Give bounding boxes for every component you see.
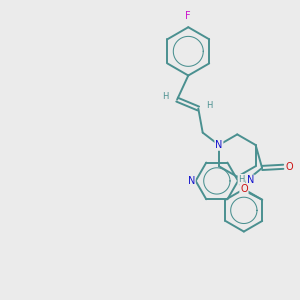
- Text: H: H: [163, 92, 169, 101]
- Text: F: F: [185, 11, 191, 21]
- Text: N: N: [247, 175, 254, 185]
- Text: N: N: [188, 176, 195, 186]
- Text: N: N: [215, 140, 223, 150]
- Text: O: O: [240, 184, 248, 194]
- Text: H: H: [206, 101, 212, 110]
- Text: H: H: [238, 175, 245, 184]
- Text: O: O: [286, 162, 294, 172]
